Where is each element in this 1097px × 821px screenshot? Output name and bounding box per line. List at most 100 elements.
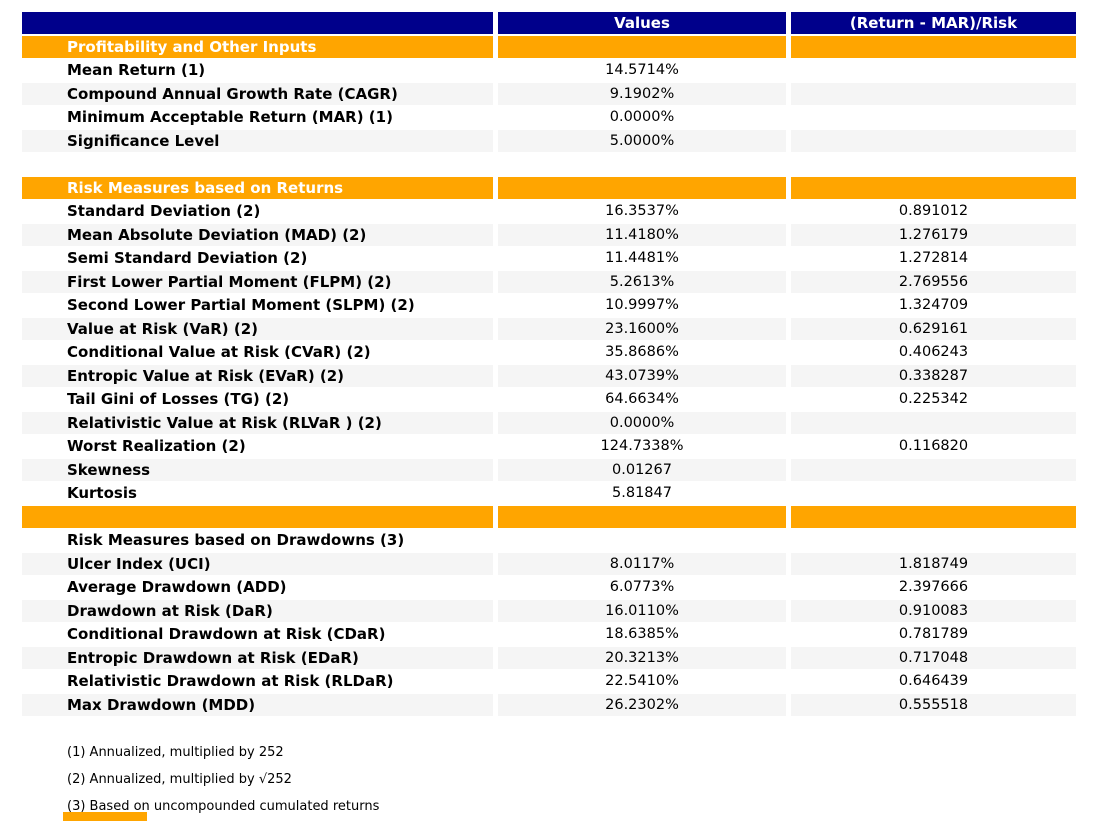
metric-label-cell: Entropic Drawdown at Risk (EDaR): [22, 647, 493, 669]
value-cell: 9.1902%: [498, 83, 786, 105]
metric-label-cell: Skewness: [22, 459, 493, 481]
ratio-cell: [791, 130, 1076, 152]
footnote-3: (3) Based on uncompounded cumulated retu…: [67, 798, 380, 814]
value-cell: 20.3213%: [498, 647, 786, 669]
ratio-cell: 0.891012: [898, 203, 969, 220]
section-header-row: [22, 506, 1076, 528]
table-row: First Lower Partial Moment (FLPM) (2) 5.2…: [22, 271, 1076, 293]
table-body: Profitability and Other Inputs Mean Retur…: [22, 36, 1076, 716]
metric-label-cell: Entropic Value at Risk (EVaR) (2): [22, 365, 493, 387]
metric-label-cell: [22, 506, 493, 528]
metric-label-cell: Significance Level: [22, 130, 493, 152]
ratio-cell: 0.406243: [898, 344, 969, 361]
ratio-cell: [791, 506, 1076, 528]
value-cell: 16.0110%: [498, 600, 786, 622]
table-row: Average Drawdown (ADD) 6.0773% 2.397666: [22, 577, 1076, 599]
metric-label-cell: Standard Deviation (2): [67, 202, 261, 221]
table-row: Relativistic Value at Risk (RLVaR ) (2) 0…: [22, 412, 1076, 434]
table-row: Second Lower Partial Moment (SLPM) (2) 10…: [22, 295, 1076, 317]
metric-label-cell: Worst Realization (2): [67, 437, 246, 456]
ratio-cell: [791, 60, 1076, 82]
table-row: Tail Gini of Losses (TG) (2) 64.6634% 0.22…: [22, 389, 1076, 411]
ratio-cell: [791, 107, 1076, 129]
metric-label-cell: Mean Absolute Deviation (MAD) (2): [22, 224, 493, 246]
column-header-empty: [22, 12, 493, 34]
metric-label-cell: Profitability and Other Inputs: [22, 36, 493, 58]
value-cell: 22.5410%: [605, 673, 679, 690]
table-row: Standard Deviation (2) 16.3537% 0.891012: [22, 201, 1076, 223]
ratio-cell: 0.116820: [898, 438, 969, 455]
value-cell: 0.0000%: [498, 412, 786, 434]
value-cell: 5.81847: [612, 485, 672, 502]
ratio-cell: [791, 83, 1076, 105]
table-row: [22, 154, 1076, 176]
metric-label-cell: Relativistic Value at Risk (RLVaR ) (2): [22, 412, 493, 434]
metric-label-cell: Semi Standard Deviation (2): [67, 249, 308, 268]
value-cell: 8.0117%: [498, 553, 786, 575]
metric-label-cell: First Lower Partial Moment (FLPM) (2): [22, 271, 493, 293]
ratio-cell: 0.629161: [791, 318, 1076, 340]
value-cell: 5.2613%: [498, 271, 786, 293]
value-cell: 26.2302%: [498, 694, 786, 716]
ratio-cell: 0.717048: [791, 647, 1076, 669]
ratio-cell: [791, 412, 1076, 434]
value-cell: [498, 177, 786, 199]
ratio-cell: 0.555518: [791, 694, 1076, 716]
ratio-cell: 0.646439: [898, 673, 969, 690]
value-cell: 0.0000%: [609, 109, 675, 126]
footnote-1: (1) Annualized, multiplied by 252: [67, 744, 284, 760]
value-cell: 43.0739%: [498, 365, 786, 387]
value-cell: 5.0000%: [498, 130, 786, 152]
ratio-cell: 1.324709: [898, 297, 969, 314]
table-row: Relativistic Drawdown at Risk (RLDaR) 22.…: [22, 671, 1076, 693]
table-row: Semi Standard Deviation (2) 11.4481% 1.272…: [22, 248, 1076, 270]
ratio-cell: 2.397666: [898, 579, 969, 596]
metric-label-cell: Tail Gini of Losses (TG) (2): [67, 390, 290, 409]
value-cell: [498, 530, 786, 552]
value-cell: 14.5714%: [605, 62, 679, 79]
column-header-row: Values (Return - MAR)/Risk: [22, 12, 1076, 34]
metric-label-cell: Ulcer Index (UCI): [22, 553, 493, 575]
ratio-cell: 0.225342: [898, 391, 969, 408]
metric-label-cell: Risk Measures based on Drawdowns (3): [67, 531, 405, 550]
table-row: Conditional Value at Risk (CVaR) (2) 35.8…: [22, 342, 1076, 364]
metric-label-cell: Minimum Acceptable Return (MAR) (1): [67, 108, 393, 127]
ratio-cell: [791, 483, 1076, 505]
value-cell: [498, 154, 786, 176]
ratio-cell: 1.818749: [791, 553, 1076, 575]
value-cell: 10.9997%: [605, 297, 679, 314]
ratio-cell: 1.272814: [898, 250, 969, 267]
table-row: Conditional Drawdown at Risk (CDaR) 18.63…: [22, 624, 1076, 646]
value-cell: 16.3537%: [605, 203, 679, 220]
table-header: Values (Return - MAR)/Risk: [22, 12, 1076, 34]
ratio-cell: [791, 459, 1076, 481]
footnote-2: (2) Annualized, multiplied by √252: [67, 771, 292, 787]
table-row: Ulcer Index (UCI) 8.0117% 1.818749: [22, 553, 1076, 575]
value-cell: [498, 506, 786, 528]
table-row: Drawdown at Risk (DaR) 16.0110% 0.910083: [22, 600, 1076, 622]
table-row: Minimum Acceptable Return (MAR) (1) 0.000…: [22, 107, 1076, 129]
table-row: Max Drawdown (MDD) 26.2302% 0.555518: [22, 694, 1076, 716]
table-row: Compound Annual Growth Rate (CAGR) 9.1902…: [22, 83, 1076, 105]
value-cell: 11.4481%: [605, 250, 679, 267]
ratio-cell: [791, 154, 1076, 176]
metric-label-cell: Kurtosis: [67, 484, 137, 503]
column-header-ratio: (Return - MAR)/Risk: [791, 12, 1076, 34]
metric-label-cell: Value at Risk (VaR) (2): [22, 318, 493, 340]
ratio-cell: [791, 177, 1076, 199]
metric-label-cell: Mean Return (1): [67, 61, 206, 80]
table-row: Entropic Drawdown at Risk (EDaR) 20.3213%…: [22, 647, 1076, 669]
table-row: Risk Measures based on Drawdowns (3): [22, 530, 1076, 552]
ratio-cell: 0.910083: [791, 600, 1076, 622]
metric-label-cell: Relativistic Drawdown at Risk (RLDaR): [67, 672, 394, 691]
table-row: Mean Return (1) 14.5714%: [22, 60, 1076, 82]
ratio-cell: 2.769556: [791, 271, 1076, 293]
value-cell: 35.8686%: [605, 344, 679, 361]
metric-label-cell: Second Lower Partial Moment (SLPM) (2): [67, 296, 415, 315]
table-row: Value at Risk (VaR) (2) 23.1600% 0.629161: [22, 318, 1076, 340]
ratio-cell: 0.338287: [791, 365, 1076, 387]
section-header-row: Risk Measures based on Returns: [22, 177, 1076, 199]
metric-label-cell: Conditional Drawdown at Risk (CDaR): [67, 625, 386, 644]
column-header-values: Values: [498, 12, 786, 34]
metric-label-cell: Conditional Value at Risk (CVaR) (2): [67, 343, 371, 362]
